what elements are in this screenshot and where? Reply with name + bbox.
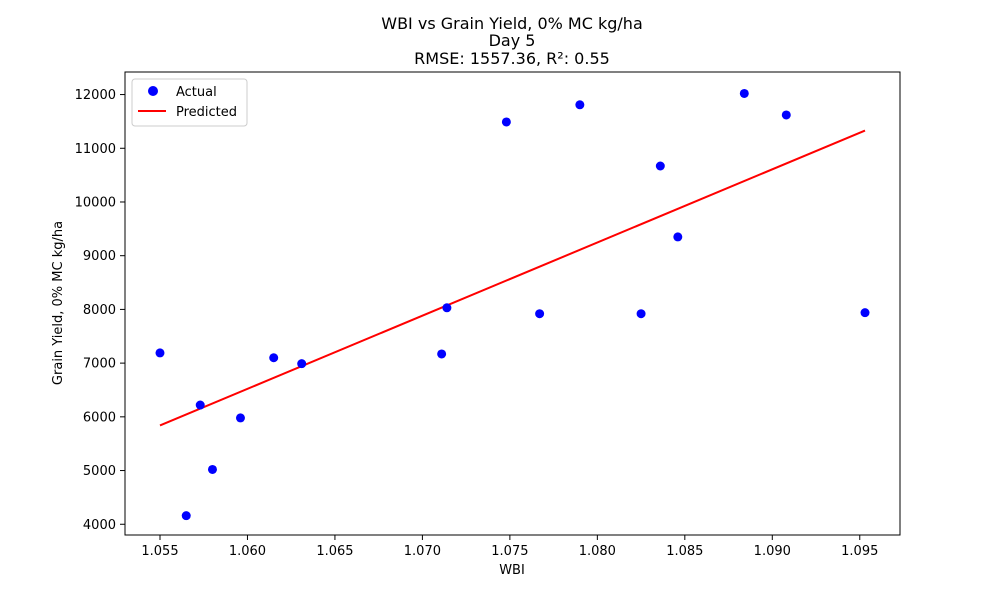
x-tick-label: 1.070	[404, 544, 441, 559]
actual-point	[297, 359, 307, 369]
y-tick-label: 9000	[83, 249, 116, 264]
x-tick-label: 1.065	[316, 544, 353, 559]
y-tick-label: 5000	[83, 464, 116, 479]
actual-point	[739, 88, 749, 98]
predicted-line	[159, 129, 866, 427]
actual-point	[655, 161, 665, 171]
y-tick-label: 8000	[83, 303, 116, 318]
legend-label-predicted: Predicted	[176, 105, 237, 120]
chart-title: WBI vs Grain Yield, 0% MC kg/ha Day 5 RM…	[381, 14, 643, 68]
y-tick-label: 7000	[83, 357, 116, 372]
title-line-3: RMSE: 1557.36, R²: 0.55	[414, 49, 610, 68]
x-tick-label: 1.060	[229, 544, 266, 559]
actual-point	[442, 303, 452, 313]
actual-point	[195, 400, 205, 410]
x-tick-label: 1.075	[491, 544, 528, 559]
actual-point	[501, 117, 511, 127]
actual-point	[781, 110, 791, 120]
legend-marker-actual	[148, 86, 158, 96]
actual-point	[673, 232, 683, 242]
actual-point	[181, 511, 191, 521]
y-axis-label: Grain Yield, 0% MC kg/ha	[51, 221, 66, 385]
actual-point	[155, 348, 165, 358]
legend: Actual Predicted	[131, 78, 248, 127]
series-layer	[155, 88, 870, 521]
title-line-2: Day 5	[489, 31, 536, 50]
actual-point	[207, 464, 217, 474]
plot-area	[124, 71, 901, 536]
x-tick-label: 1.095	[841, 544, 878, 559]
x-axis: 1.055 1.060 1.065 1.070 1.075 1.080 1.085 1.090…	[141, 535, 878, 559]
actual-point	[575, 100, 585, 110]
legend-box	[131, 78, 248, 127]
actual-point	[860, 308, 870, 318]
y-tick-label: 11000	[75, 142, 116, 157]
x-tick-label: 1.080	[579, 544, 616, 559]
x-tick-label: 1.090	[754, 544, 791, 559]
actual-point	[269, 353, 279, 363]
y-tick-label: 4000	[83, 518, 116, 533]
y-tick-label: 12000	[75, 88, 116, 103]
x-tick-label: 1.085	[666, 544, 703, 559]
y-axis: 4000 5000 6000 7000 8000 9000 10000 11000 12000	[75, 88, 125, 533]
y-tick-label: 10000	[75, 195, 116, 210]
x-tick-label: 1.055	[141, 544, 178, 559]
actual-point	[437, 349, 447, 359]
actual-point	[235, 413, 245, 423]
y-tick-label: 6000	[83, 410, 116, 425]
legend-label-actual: Actual	[176, 85, 217, 100]
actual-point	[636, 309, 646, 319]
title-line-1: WBI vs Grain Yield, 0% MC kg/ha	[381, 14, 643, 33]
x-axis-label: WBI	[499, 563, 525, 578]
actual-point	[535, 309, 545, 319]
